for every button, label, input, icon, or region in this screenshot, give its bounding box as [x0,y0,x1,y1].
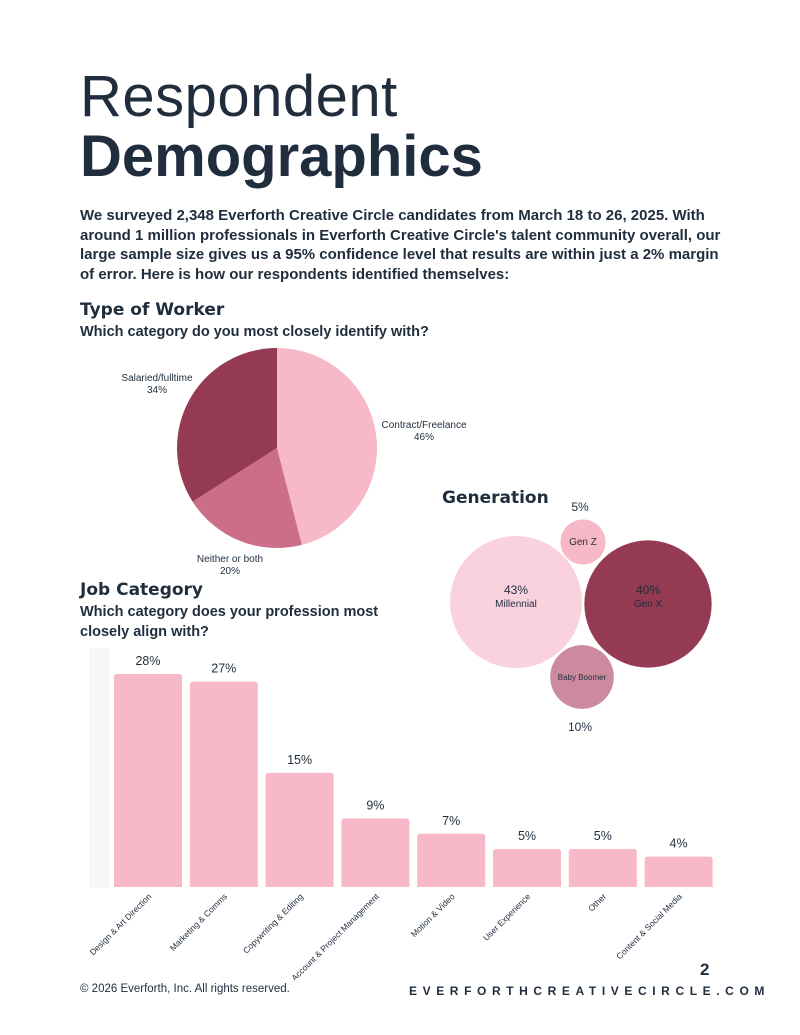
pie-label: Salaried/fulltime [121,373,193,384]
pie-slice [192,448,302,548]
bar-value-label: 4% [670,837,688,851]
bubble-label: Millennial [495,599,537,610]
page-title-bold: Demographics [80,124,483,189]
pie-slice [177,348,277,502]
intro-paragraph: We surveyed 2,348 Everforth Creative Cir… [80,207,721,283]
pie-label: Neither or both [197,554,263,565]
footer-copyright: © 2026 Everforth, Inc. All rights reserv… [80,983,290,995]
job-question: Which category does your profession most… [80,604,379,640]
pie-label: Contract/Freelance [381,420,466,431]
bar-value-label: 27% [211,662,236,676]
bar-value-label: 28% [135,654,160,668]
page-number: 2 [700,960,710,979]
footer-website-link[interactable]: EVERFORTHCREATIVECIRCLE.COM [409,984,770,998]
bar [189,681,258,887]
generation-bubble-chart: 43% Millennial 40% Gen X 5% Gen Z 10% Baby Boom… [450,500,712,734]
bar-value-label: 5% [594,829,612,843]
bar-category-label: Other [586,891,608,913]
bar-category-label: User Experience [481,891,533,943]
bar [568,848,637,887]
bar-value-label: 7% [442,814,460,828]
bubble-value: 40% [636,583,660,597]
worker-question: Which category do you most closely ident… [80,324,429,340]
bar-category-label: Copywriting & Editing [241,891,305,955]
job-section-title: Job Category [80,580,204,600]
bar [341,818,410,887]
bar [417,833,486,887]
bubble [550,645,614,709]
pie-value: 20% [220,566,240,577]
pie-value: 34% [147,385,167,396]
bar [114,674,182,887]
bar [493,848,561,887]
bar [265,772,334,887]
worker-section-title: Type of Worker [80,300,225,320]
plot-background [89,648,109,888]
bar-value-label: 5% [518,829,536,843]
bar-category-label: Marketing & Comms [168,891,230,953]
bubble-label: Gen Z [569,537,597,548]
page-title-light: Respondent [80,64,398,129]
bar-category-label: Design & Art Direction [88,891,154,957]
bar-value-label: 9% [366,799,384,813]
bubble [450,536,582,668]
bubble [560,519,606,565]
bar-category-label: Account & Project Management [289,891,381,980]
pie-slice [277,348,377,545]
bubble-label: Baby Boomer [558,673,607,682]
bubble-value: 43% [504,583,528,597]
bubble [584,540,712,668]
generation-section-title: Generation [442,488,549,508]
bar [644,856,713,887]
pie-value: 46% [414,432,434,443]
bubble-value: 10% [568,720,592,734]
bar-category-label: Content & Social Media [614,891,684,961]
bar-value-label: 15% [287,753,312,767]
bubble-value: 5% [571,500,589,514]
bar-category-label: Motion & Video [409,891,457,939]
bubble-label: Gen X [634,599,663,610]
